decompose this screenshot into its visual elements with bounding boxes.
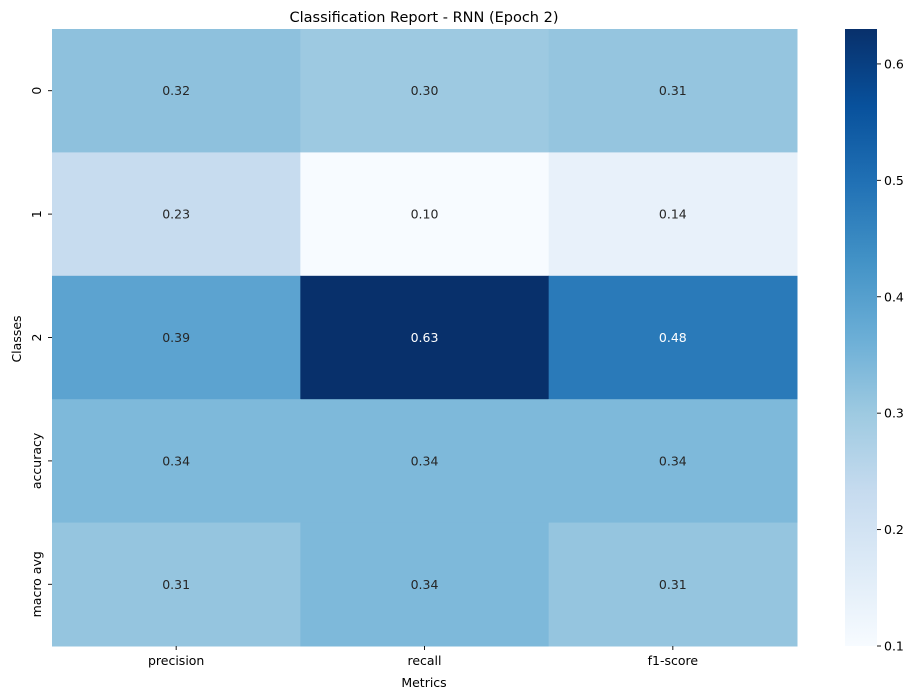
heatmap-cell (548, 29, 798, 153)
heatmap-cell (548, 275, 798, 400)
cell-value-label: 0.30 (411, 83, 439, 98)
cell-value-label: 0.10 (411, 207, 439, 222)
heatmap-cell (52, 522, 301, 647)
heatmap-cell (52, 29, 301, 153)
heatmap-cell (548, 399, 798, 524)
cell-value-label: 0.39 (162, 330, 190, 345)
colorbar-gradient (845, 29, 877, 646)
cell-value-label: 0.34 (659, 453, 687, 468)
heatmap-cell (52, 275, 301, 400)
x-tick-label: f1-score (648, 653, 699, 668)
colorbar-tick-label: 0.3 (884, 406, 904, 421)
cell-value-label: 0.23 (162, 207, 190, 222)
cell-value-label: 0.48 (659, 330, 687, 345)
heatmap-cell (300, 275, 550, 400)
y-axis: 0 1 2 accuracy macro avg (29, 87, 52, 617)
heatmap-cell (300, 29, 550, 153)
x-axis-label: Metrics (401, 675, 446, 690)
heatmap-cell-labels: 0.32 0.30 0.31 0.23 0.10 0.14 0.39 0.63 0.48 0.34… (162, 83, 687, 592)
x-axis: precision recall f1-score (148, 646, 698, 668)
heatmap-cells (52, 29, 798, 647)
x-tick-label: recall (407, 653, 441, 668)
cell-value-label: 0.32 (162, 83, 190, 98)
colorbar-tick-label: 0.1 (884, 639, 904, 654)
colorbar-tick-label: 0.2 (884, 522, 904, 537)
colorbar-tick-label: 0.5 (884, 173, 904, 188)
y-tick-label: 0 (29, 87, 44, 95)
heatmap-cell (52, 399, 301, 524)
heatmap-cell (300, 522, 550, 647)
heatmap-cell (548, 152, 798, 277)
cell-value-label: 0.34 (411, 453, 439, 468)
cell-value-label: 0.34 (162, 453, 190, 468)
colorbar-tick-label: 0.6 (884, 56, 904, 71)
colorbar: 0.1 0.2 0.3 0.4 0.5 0.6 (845, 29, 904, 654)
cell-value-label: 0.31 (162, 577, 190, 592)
y-tick-label: 2 (29, 334, 44, 342)
heatmap-cell (52, 152, 301, 277)
colorbar-tick-label: 0.4 (884, 289, 904, 304)
heatmap-cell (300, 152, 550, 277)
cell-value-label: 0.31 (659, 577, 687, 592)
chart-title: Classification Report - RNN (Epoch 2) (290, 10, 559, 26)
cell-value-label: 0.14 (659, 207, 687, 222)
y-tick-label: 1 (29, 210, 44, 218)
cell-value-label: 0.34 (411, 577, 439, 592)
cell-value-label: 0.31 (659, 83, 687, 98)
x-tick-label: precision (148, 653, 204, 668)
y-tick-label: macro avg (29, 551, 44, 617)
cell-value-label: 0.63 (411, 330, 439, 345)
heatmap-cell (548, 522, 798, 647)
heatmap-cell (300, 399, 550, 524)
y-axis-label: Classes (9, 315, 24, 362)
y-tick-label: accuracy (29, 432, 44, 489)
